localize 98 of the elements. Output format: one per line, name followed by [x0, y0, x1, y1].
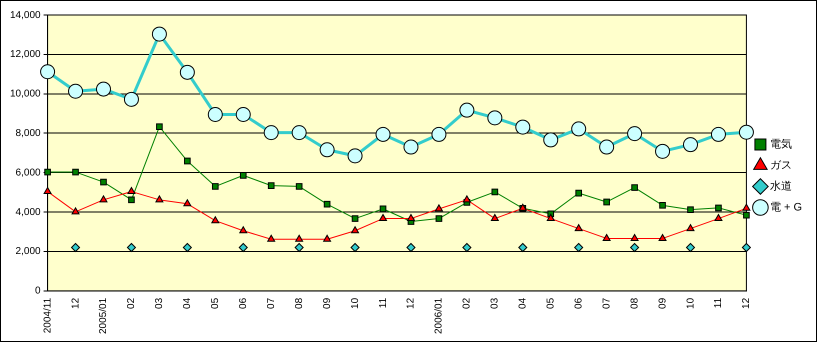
point	[239, 226, 248, 234]
point	[294, 243, 304, 252]
y-tick-label: 14,000	[10, 10, 42, 21]
y-tick-label: 2,000	[16, 246, 42, 258]
x-tick-label: 03	[154, 297, 166, 309]
legend-label: 水道	[770, 180, 792, 193]
x-tick-label: 10	[350, 297, 361, 309]
point	[295, 234, 304, 242]
point	[238, 243, 248, 252]
x-tick-label: 05	[210, 297, 222, 309]
point	[715, 204, 722, 212]
point	[184, 158, 191, 164]
x-tick-label: 07	[601, 297, 612, 309]
point	[72, 168, 79, 176]
x-tick-label: 09	[657, 297, 668, 309]
x-tick-label: 10	[685, 297, 696, 309]
legend-label: ガス	[770, 160, 792, 172]
point	[742, 204, 750, 211]
point	[518, 243, 528, 252]
point	[462, 243, 472, 252]
y-tick-label: 4,000	[16, 206, 42, 218]
point	[574, 243, 584, 252]
point	[126, 243, 136, 252]
y-tick-label: 0	[35, 286, 42, 297]
point	[100, 195, 108, 202]
point	[323, 234, 332, 242]
point	[462, 195, 471, 202]
y-tick-label: 6,000	[16, 167, 42, 178]
y-tick-label: 10,000	[10, 88, 42, 100]
x-tick-label: 04	[518, 297, 529, 309]
point	[630, 234, 639, 241]
point	[352, 215, 358, 222]
x-tick-label: 08	[294, 297, 305, 309]
point	[659, 202, 666, 209]
x-tick-label: 05	[545, 297, 556, 309]
legend-label: 電気	[770, 138, 792, 151]
point	[71, 243, 80, 252]
x-tick-label: 2004/11	[42, 297, 54, 334]
point	[324, 200, 330, 208]
x-tick-label: 09	[322, 297, 333, 309]
point	[742, 243, 751, 252]
point	[156, 123, 163, 130]
point	[72, 207, 80, 214]
x-tick-label: 2005/01	[98, 297, 110, 334]
point	[714, 214, 722, 222]
point	[379, 214, 387, 222]
x-tick-label: 06	[238, 297, 250, 309]
x-tick-label: 02	[462, 297, 473, 309]
x-tick-label: 11	[378, 297, 389, 308]
x-tick-label: 06	[573, 297, 584, 309]
point	[658, 234, 667, 241]
point	[240, 172, 247, 179]
y-tick-label: 8,000	[16, 128, 42, 139]
x-tick-label: 04	[182, 297, 194, 309]
x-tick-label: 03	[490, 297, 501, 309]
x-tick-label: 12	[70, 297, 82, 309]
point	[575, 190, 582, 196]
point	[490, 214, 499, 222]
x-tick-label: 12	[741, 297, 752, 309]
point	[436, 215, 442, 222]
x-tick-label: 02	[126, 297, 138, 309]
point	[630, 243, 640, 252]
point	[351, 226, 360, 234]
point	[743, 212, 750, 219]
point	[182, 243, 192, 252]
x-tick-label: 08	[629, 297, 640, 309]
x-tick-label: 12	[406, 297, 417, 309]
point	[44, 168, 51, 176]
point	[492, 188, 498, 196]
point	[155, 195, 164, 202]
point	[407, 214, 415, 222]
legend-label: 電 + G	[770, 202, 802, 214]
point	[127, 187, 136, 194]
point	[602, 234, 611, 241]
point	[406, 243, 416, 252]
point	[574, 224, 583, 232]
point	[687, 206, 694, 213]
point	[128, 196, 135, 204]
point	[603, 198, 610, 206]
point	[267, 234, 276, 242]
x-tick-label: 2006/01	[434, 297, 445, 334]
point	[268, 182, 275, 189]
x-tick-label: 11	[713, 297, 724, 308]
point	[686, 243, 695, 252]
point	[546, 214, 555, 222]
point	[631, 184, 638, 191]
point	[183, 199, 192, 206]
point	[380, 206, 386, 212]
point	[211, 216, 220, 224]
point	[44, 187, 52, 194]
point	[100, 178, 107, 186]
point	[212, 183, 219, 190]
x-tick-label: 07	[266, 297, 277, 309]
point	[350, 243, 360, 252]
point	[296, 183, 302, 190]
y-tick-label: 12,000	[10, 49, 42, 60]
point	[686, 224, 694, 232]
point	[434, 204, 443, 212]
